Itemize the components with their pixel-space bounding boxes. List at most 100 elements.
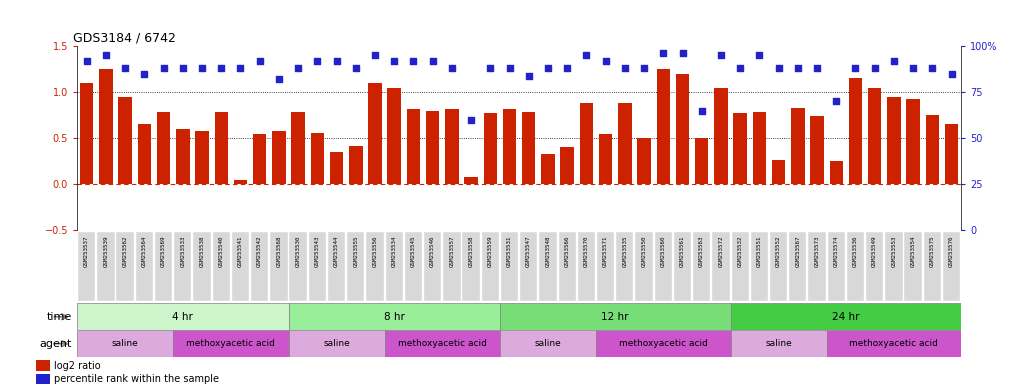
Point [712, 52, 729, 58]
Point [252, 58, 268, 64]
Text: GSM253564: GSM253564 [142, 236, 147, 267]
Text: GSM253556: GSM253556 [372, 236, 377, 267]
Bar [407, 109, 420, 184]
FancyBboxPatch shape [828, 232, 845, 301]
Bar [925, 115, 940, 184]
Point [463, 117, 479, 123]
FancyBboxPatch shape [232, 232, 249, 301]
Text: GSM253544: GSM253544 [334, 236, 339, 267]
Bar [99, 69, 113, 184]
Point [770, 65, 786, 71]
Bar [368, 83, 381, 184]
FancyBboxPatch shape [712, 232, 730, 301]
Text: GSM253571: GSM253571 [603, 236, 609, 267]
FancyBboxPatch shape [808, 232, 825, 301]
Text: GSM253560: GSM253560 [661, 236, 666, 267]
FancyBboxPatch shape [635, 232, 653, 301]
Bar [272, 131, 286, 184]
Text: agent: agent [40, 339, 72, 349]
Text: GSM253534: GSM253534 [392, 236, 397, 267]
Bar [215, 113, 228, 184]
Point [194, 65, 211, 71]
Bar [580, 103, 593, 184]
FancyBboxPatch shape [308, 232, 326, 301]
Text: GSM253550: GSM253550 [641, 236, 647, 267]
Point [270, 76, 287, 82]
Text: methoxyacetic acid: methoxyacetic acid [398, 339, 486, 348]
FancyBboxPatch shape [290, 232, 306, 301]
Point [674, 50, 691, 56]
Bar [445, 109, 458, 184]
Point [617, 65, 633, 71]
Bar [310, 133, 324, 184]
Point [655, 50, 671, 56]
Text: methoxyacetic acid: methoxyacetic acid [619, 339, 707, 348]
Text: GSM253545: GSM253545 [411, 236, 416, 267]
Bar [80, 83, 94, 184]
FancyBboxPatch shape [116, 232, 134, 301]
FancyBboxPatch shape [366, 232, 383, 301]
Bar [945, 124, 958, 184]
Bar [637, 138, 651, 184]
FancyBboxPatch shape [289, 303, 500, 330]
Text: GSM253537: GSM253537 [84, 236, 89, 267]
Text: GSM253557: GSM253557 [449, 236, 454, 267]
Bar [330, 152, 343, 184]
FancyBboxPatch shape [731, 303, 961, 330]
Text: GSM253573: GSM253573 [814, 236, 819, 267]
FancyBboxPatch shape [384, 330, 500, 357]
Text: GSM253546: GSM253546 [430, 236, 435, 267]
FancyBboxPatch shape [578, 232, 595, 301]
FancyBboxPatch shape [386, 232, 403, 301]
FancyBboxPatch shape [155, 232, 173, 301]
Bar [253, 134, 266, 184]
Point [809, 65, 825, 71]
FancyBboxPatch shape [905, 232, 922, 301]
Point [751, 52, 768, 58]
Bar [176, 129, 189, 184]
Bar [426, 111, 439, 184]
Text: GSM253539: GSM253539 [104, 236, 108, 267]
FancyBboxPatch shape [540, 232, 556, 301]
Point [540, 65, 556, 71]
Text: GSM253536: GSM253536 [853, 236, 858, 267]
Point [386, 58, 402, 64]
Bar [810, 116, 823, 184]
Text: time: time [46, 312, 72, 322]
FancyBboxPatch shape [500, 303, 731, 330]
Bar [503, 109, 516, 184]
Text: 24 hr: 24 hr [832, 312, 859, 322]
Text: GSM253530: GSM253530 [296, 236, 300, 267]
Bar [907, 99, 920, 184]
FancyBboxPatch shape [251, 232, 268, 301]
Point [847, 65, 864, 71]
Bar [291, 111, 305, 184]
Bar [772, 161, 785, 184]
FancyBboxPatch shape [732, 232, 748, 301]
FancyBboxPatch shape [424, 232, 441, 301]
Point [98, 52, 114, 58]
FancyBboxPatch shape [463, 232, 480, 301]
FancyBboxPatch shape [347, 232, 365, 301]
Text: GSM253551: GSM253551 [757, 236, 762, 267]
Bar [657, 69, 670, 184]
Point [828, 98, 844, 104]
Point [328, 58, 344, 64]
FancyBboxPatch shape [885, 232, 903, 301]
Text: 4 hr: 4 hr [173, 312, 193, 322]
FancyBboxPatch shape [213, 232, 230, 301]
Text: methoxyacetic acid: methoxyacetic acid [849, 339, 939, 348]
Text: GSM253561: GSM253561 [680, 236, 685, 267]
Bar [483, 113, 498, 184]
FancyBboxPatch shape [943, 232, 960, 301]
Text: GSM253549: GSM253549 [872, 236, 877, 267]
Point [482, 65, 499, 71]
Text: 12 hr: 12 hr [601, 312, 629, 322]
Point [136, 71, 152, 77]
Text: GSM253558: GSM253558 [469, 236, 474, 267]
FancyBboxPatch shape [289, 330, 384, 357]
Point [924, 65, 941, 71]
Bar [118, 97, 132, 184]
FancyBboxPatch shape [78, 232, 96, 301]
Bar [675, 74, 689, 184]
